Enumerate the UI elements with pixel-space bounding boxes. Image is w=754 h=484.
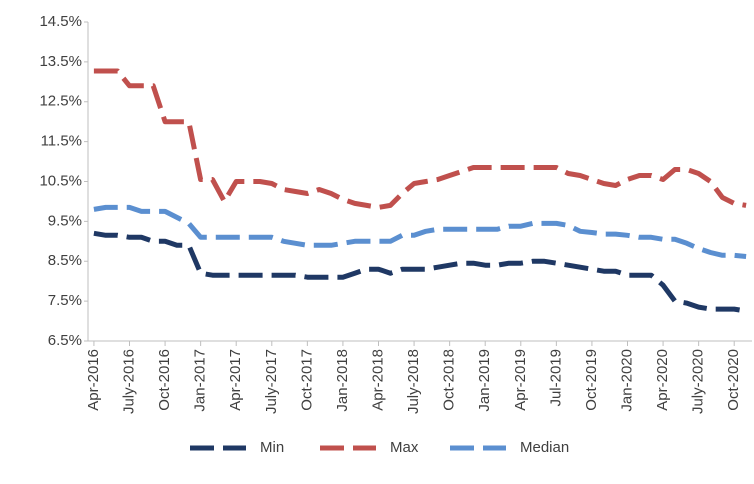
y-tick-label: 6.5%: [48, 332, 82, 349]
x-tick-label: July-2018: [405, 349, 422, 414]
y-tick-label: 14.5%: [39, 13, 82, 30]
y-tick-label: 7.5%: [48, 292, 82, 309]
legend-label: Median: [520, 439, 569, 456]
series-line: [93, 68, 747, 210]
x-tick-label: July-2016: [120, 349, 137, 414]
x-tick-label: July-2020: [690, 349, 707, 414]
x-tick-label: July-2017: [263, 349, 280, 414]
x-tick-label: Jan-2017: [192, 349, 209, 412]
y-tick-label: 9.5%: [48, 212, 82, 229]
x-tick-label: Apr-2017: [227, 349, 244, 411]
series-line: [93, 204, 747, 259]
legend-label: Min: [260, 439, 284, 456]
x-tick-label: Oct-2019: [583, 349, 600, 411]
series-line: [93, 230, 747, 314]
x-tick-label: Oct-2017: [298, 349, 315, 411]
x-tick-label: Oct-2018: [441, 349, 458, 411]
y-tick-label: 12.5%: [39, 93, 82, 110]
x-tick-label: Apr-2018: [369, 349, 386, 411]
x-tick-label: Jan-2020: [618, 349, 635, 412]
x-tick-label: Apr-2016: [85, 349, 102, 411]
x-tick-label: Oct-2016: [156, 349, 173, 411]
x-tick-label: Apr-2020: [654, 349, 671, 411]
x-tick-label: Jan-2019: [476, 349, 493, 412]
y-tick-label: 11.5%: [41, 133, 82, 150]
x-tick-label: Jul-2019: [547, 349, 564, 407]
y-tick-label: 8.5%: [48, 252, 82, 269]
legend-label: Max: [390, 439, 419, 456]
x-tick-label: Apr-2019: [512, 349, 529, 411]
x-tick-label: Jan-2018: [334, 349, 351, 412]
y-tick-label: 13.5%: [39, 53, 82, 70]
y-tick-label: 10.5%: [39, 172, 82, 189]
x-tick-label: Oct-2020: [725, 349, 742, 411]
